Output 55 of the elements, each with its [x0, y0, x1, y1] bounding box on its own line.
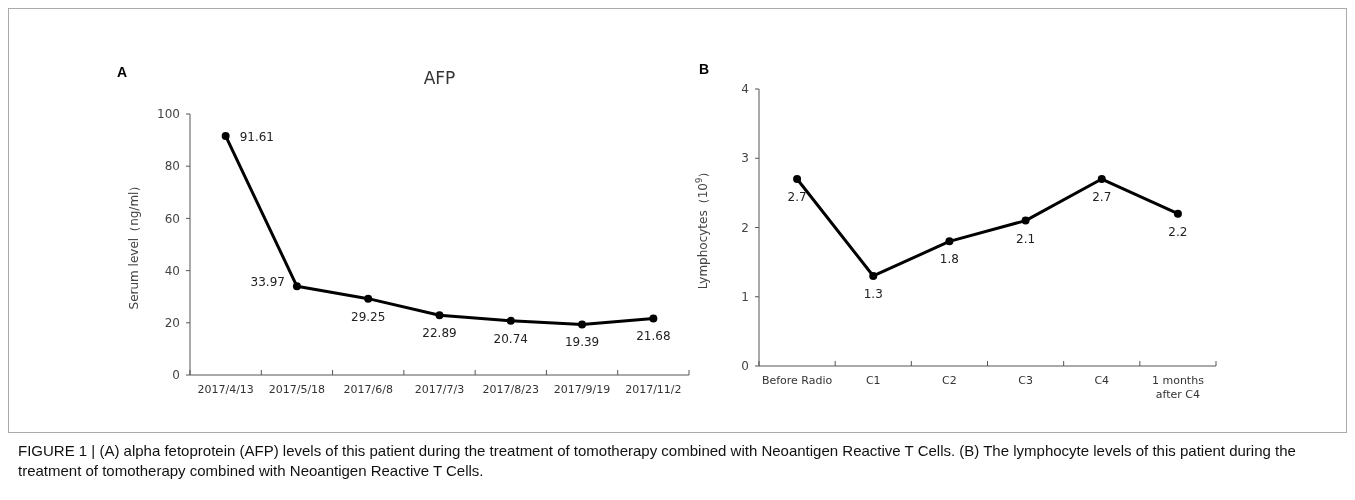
y-tick-label: 100 — [157, 107, 180, 122]
data-label: 20.74 — [493, 331, 528, 346]
data-label: 2.7 — [787, 190, 807, 205]
x-tick-label: 1 months after C4 — [1151, 374, 1205, 401]
chart-title: AFP — [423, 68, 456, 88]
y-axis-title: Serum level（ng/ml） — [127, 179, 141, 310]
point — [292, 282, 301, 291]
data-label: 19.39 — [564, 335, 600, 350]
point — [506, 316, 515, 325]
x-tick-label: 2017/6/8 — [343, 383, 393, 396]
y-tick-label: 20 — [164, 316, 180, 330]
caption: FIGURE 1 | (A) alpha fetoprotein (AFP) levels of this patient during the treatment of tomotherapy combined with Neoantigen Reactive T Cells. (B) The lymphocyte levels of this patient during the treatment of tomotherapy combined with Neoantigen Reactive T Cells. — [17, 441, 1297, 481]
y-tick-label: 0 — [172, 368, 180, 383]
data-label: 2.2 — [1168, 224, 1188, 239]
point — [221, 131, 230, 140]
data-label: 2.7 — [1092, 190, 1112, 205]
x-tick-label: C2 — [942, 374, 957, 387]
x-tick-label: C3 — [1018, 374, 1033, 387]
y-tick-label: 60 — [164, 211, 180, 226]
y-tick-label: 3 — [741, 151, 749, 166]
point — [869, 271, 878, 280]
data-label: 21.68 — [636, 329, 671, 344]
point — [364, 294, 373, 303]
y-tick-label: 2 — [741, 220, 749, 235]
y-tick-label: 80 — [164, 159, 180, 174]
point — [1097, 175, 1106, 184]
point — [578, 320, 587, 329]
data-label: 22.89 — [422, 326, 457, 341]
point — [1021, 216, 1030, 225]
point — [435, 311, 444, 320]
text: B — [699, 61, 710, 77]
x-tick-label: 2017/8/23 — [482, 383, 539, 396]
y-tick-label: 1 — [741, 289, 749, 304]
x-tick-label: C4 — [1094, 374, 1110, 387]
point — [793, 175, 802, 184]
data-label: 91.61 — [239, 129, 274, 144]
data-label: 29.25 — [351, 309, 386, 324]
data-label: 33.97 — [250, 275, 285, 290]
y-tick-label: 40 — [164, 263, 180, 278]
y-tick-label: 4 — [741, 82, 749, 97]
data-label: 2.1 — [1016, 231, 1036, 246]
point — [1173, 209, 1182, 218]
data-label: 1.3 — [863, 286, 883, 301]
point — [945, 237, 954, 246]
x-tick-label: C1 — [865, 374, 881, 387]
x-tick-label: Before Radio — [761, 374, 833, 387]
x-tick-label: 2017/11/2 — [625, 383, 682, 396]
x-tick-label: 2017/7/3 — [414, 383, 465, 396]
x-tick-label: 2017/9/19 — [553, 383, 611, 396]
x-tick-label: 2017/4/13 — [197, 383, 254, 396]
data-label: 1.8 — [939, 252, 959, 267]
y-tick-label: 0 — [741, 359, 749, 374]
x-tick-label: 2017/5/18 — [268, 383, 326, 396]
text: A — [117, 64, 128, 80]
point — [649, 314, 658, 323]
